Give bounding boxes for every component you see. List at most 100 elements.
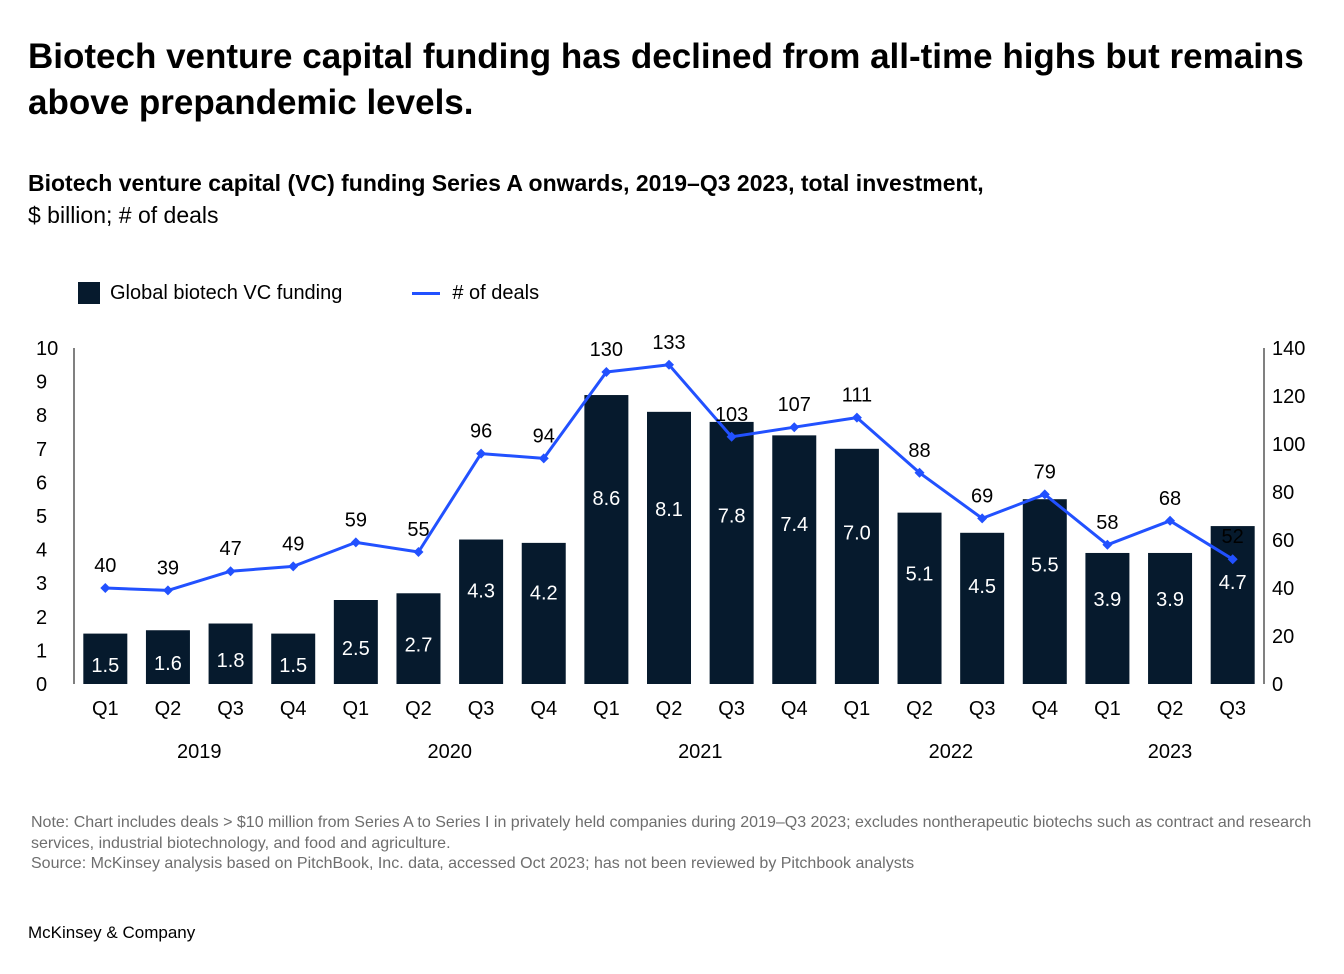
deals-point [226, 566, 236, 576]
funding-bar [647, 412, 691, 684]
funding-bar-label: 7.0 [843, 522, 871, 544]
funding-bar [1085, 553, 1129, 684]
x-axis-quarter-label: Q2 [656, 698, 683, 720]
deals-point-label: 130 [590, 339, 623, 361]
funding-bar-label: 4.3 [467, 581, 495, 603]
x-axis-quarter-label: Q1 [342, 698, 369, 720]
funding-bar-label: 1.5 [279, 655, 307, 677]
deals-point [163, 585, 173, 595]
funding-bar [459, 540, 503, 684]
funding-bar-label: 5.5 [1031, 555, 1059, 577]
left-axis-tick-label: 7 [36, 439, 47, 461]
right-axis-tick-label: 140 [1272, 338, 1305, 360]
right-axis-tick-label: 0 [1272, 674, 1283, 696]
x-axis-quarter-label: Q1 [593, 698, 620, 720]
right-axis-tick-label: 100 [1272, 434, 1305, 456]
x-axis-year-label: 2023 [1148, 741, 1193, 763]
funding-bar [1148, 553, 1192, 684]
funding-bar [710, 422, 754, 684]
x-axis-quarter-label: Q3 [969, 698, 996, 720]
legend-item-funding: Global biotech VC funding [78, 282, 342, 305]
deals-point-label: 55 [407, 519, 429, 541]
x-axis-quarter-label: Q4 [781, 698, 808, 720]
right-axis-tick-label: 80 [1272, 482, 1294, 504]
left-axis-tick-label: 9 [36, 372, 47, 394]
funding-bar-label: 1.8 [217, 650, 245, 672]
legend-deals-label: # of deals [452, 282, 539, 305]
left-axis-tick-label: 8 [36, 405, 47, 427]
funding-bar-label: 2.5 [342, 638, 370, 660]
right-axis-tick-label: 20 [1272, 626, 1294, 648]
funding-bar-label: 5.1 [906, 563, 934, 585]
x-axis-quarter-label: Q2 [405, 698, 432, 720]
left-axis-tick-label: 4 [36, 540, 47, 562]
right-axis-tick-label: 60 [1272, 530, 1294, 552]
funding-bar-label: 4.5 [968, 576, 996, 598]
brand-name: McKinsey & Company [28, 923, 195, 943]
left-axis-tick-label: 0 [36, 674, 47, 696]
x-axis-year-label: 2019 [177, 741, 222, 763]
deals-point-label: 47 [219, 538, 241, 560]
funding-bar-label: 1.5 [91, 655, 119, 677]
deals-point-label: 49 [282, 533, 304, 555]
funding-bar-label: 4.7 [1219, 572, 1247, 594]
left-axis-tick-label: 3 [36, 573, 47, 595]
funding-bar-label: 4.2 [530, 583, 558, 605]
chart-subtitle: Biotech venture capital (VC) funding Ser… [28, 168, 1318, 199]
deals-point-label: 58 [1096, 512, 1118, 534]
deals-point-label: 79 [1034, 461, 1056, 483]
x-axis-year-label: 2020 [428, 741, 473, 763]
legend-line-swatch [412, 292, 440, 295]
funding-bar [835, 449, 879, 684]
deals-point-label: 133 [652, 332, 685, 354]
left-axis-tick-label: 10 [36, 338, 58, 360]
legend-bar-swatch [78, 282, 100, 304]
funding-bar-label: 2.7 [405, 635, 433, 657]
deals-point-label: 88 [908, 440, 930, 462]
deals-point [789, 422, 799, 432]
x-axis-quarter-label: Q1 [844, 698, 871, 720]
left-axis-tick-label: 2 [36, 607, 47, 629]
deals-point-label: 111 [842, 385, 872, 407]
funding-bar-label: 3.9 [1156, 589, 1184, 611]
deals-point-label: 94 [533, 425, 555, 447]
deals-point [100, 583, 110, 593]
x-axis-quarter-label: Q4 [1031, 698, 1058, 720]
x-axis-quarter-label: Q2 [906, 698, 933, 720]
deals-point [351, 537, 361, 547]
left-axis-tick-label: 5 [36, 506, 47, 528]
x-axis-year-label: 2021 [678, 741, 723, 763]
x-axis-quarter-label: Q4 [280, 698, 307, 720]
funding-bar-label: 1.6 [154, 653, 182, 675]
deals-point-label: 103 [715, 404, 748, 426]
x-axis-quarter-label: Q1 [92, 698, 119, 720]
funding-bar [898, 513, 942, 684]
deals-point-label: 59 [345, 509, 367, 531]
funding-bar [772, 435, 816, 684]
legend-funding-label: Global biotech VC funding [110, 282, 342, 305]
deals-point-label: 96 [470, 421, 492, 443]
x-axis-year-label: 2022 [929, 741, 974, 763]
x-axis-quarter-label: Q3 [468, 698, 495, 720]
x-axis-quarter-label: Q2 [1157, 698, 1184, 720]
funding-bar-label: 8.6 [592, 488, 620, 510]
chart-legend: Global biotech VC funding # of deals [78, 279, 609, 307]
right-axis-tick-label: 120 [1272, 386, 1305, 408]
chart-source: Source: McKinsey analysis based on Pitch… [31, 853, 1321, 874]
funding-bar [1023, 499, 1067, 684]
deals-point-label: 68 [1159, 488, 1181, 510]
left-axis-tick-label: 6 [36, 472, 47, 494]
x-axis-quarter-label: Q3 [1219, 698, 1246, 720]
funding-bar [584, 395, 628, 684]
deals-point-label: 52 [1222, 526, 1244, 548]
deals-point-label: 40 [94, 555, 116, 577]
x-axis-quarter-label: Q3 [217, 698, 244, 720]
x-axis-quarter-label: Q3 [718, 698, 745, 720]
right-axis-tick-label: 40 [1272, 578, 1294, 600]
left-axis-tick-label: 1 [36, 640, 47, 662]
funding-bar [522, 543, 566, 684]
chart-note: Note: Chart includes deals > $10 million… [31, 812, 1321, 854]
funding-bar-label: 8.1 [655, 499, 683, 521]
x-axis-quarter-label: Q1 [1094, 698, 1121, 720]
